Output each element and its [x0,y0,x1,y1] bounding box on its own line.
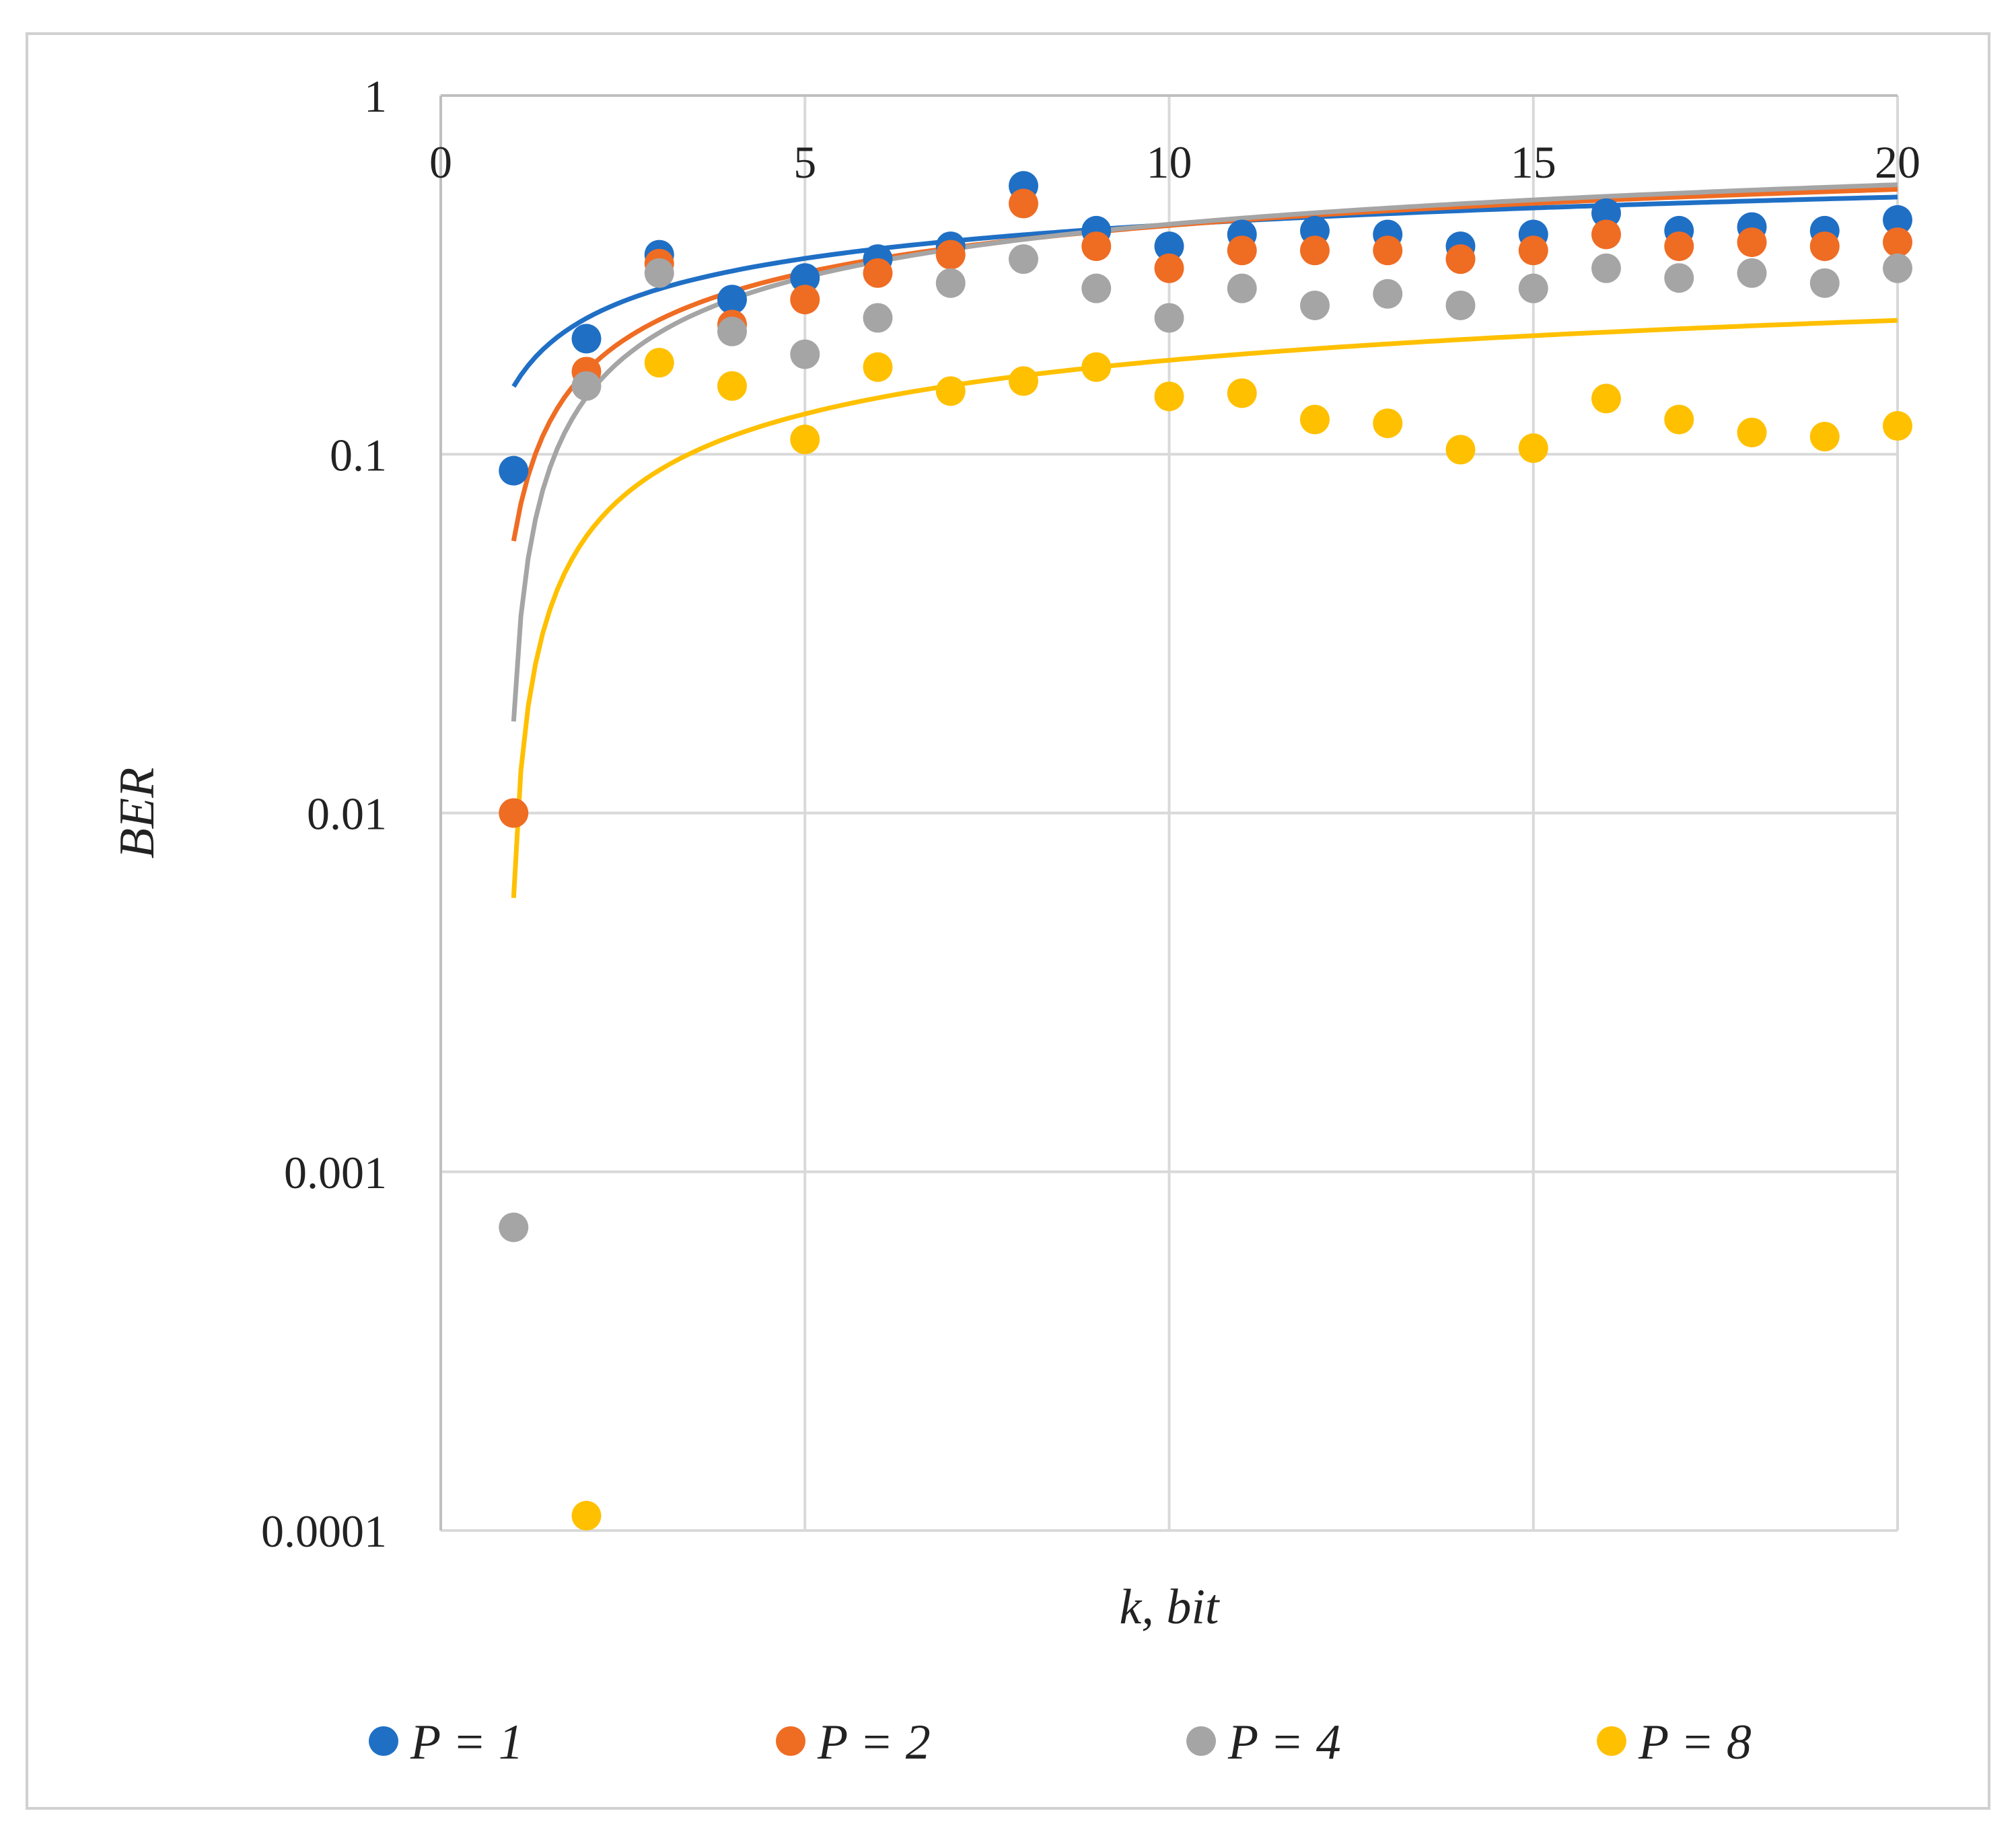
x-tick-label: 5 [793,137,816,188]
legend-marker-p2 [776,1726,805,1756]
trendline-p8 [511,318,1898,898]
data-point-p2 [1591,219,1621,250]
data-point-p8 [863,352,893,382]
data-point-p1 [717,285,747,315]
legend-label-p8: P = 8 [1638,1715,1752,1770]
data-point-p4 [1591,253,1621,283]
legend: P = 1 P = 2 P = 4 P = 8 [369,1715,1752,1770]
x-tick-label: 0 [429,137,452,188]
data-point-p4 [1809,268,1840,298]
data-point-p1 [1154,231,1184,262]
legend-marker-p4 [1186,1726,1216,1756]
data-point-p4 [1737,258,1767,288]
data-point-p2 [1445,244,1476,274]
data-point-p4 [1227,273,1257,303]
legend-marker-p8 [1597,1726,1626,1756]
y-tick-label: 0.0001 [261,1506,387,1557]
data-point-p2 [1809,231,1840,262]
data-point-p8 [1009,366,1038,396]
axis-layer [439,94,1898,1531]
data-point-p8 [1518,433,1548,464]
data-point-p4 [644,258,674,288]
data-point-p4 [571,371,602,401]
data-point-p8 [571,1500,602,1531]
data-point-p1 [499,455,529,486]
legend-label-p2: P = 2 [817,1715,931,1770]
data-point-p1 [790,263,820,293]
point-layer [499,171,1912,1531]
data-point-p2 [499,798,529,828]
data-point-p2 [935,240,966,270]
data-point-p4 [790,339,820,369]
data-point-p2 [1009,188,1038,219]
legend-label-p1: P = 1 [410,1715,524,1770]
data-point-p2 [1737,227,1767,258]
data-point-p2 [1373,235,1403,266]
x-tick-label: 20 [1875,137,1920,188]
data-point-p2 [790,285,820,315]
data-point-p2 [1154,253,1184,283]
y-tick-label: 0.001 [284,1147,387,1198]
data-point-p8 [1883,411,1912,441]
data-point-p4 [1445,290,1476,320]
label-layer: 0 5 10 15 20 1 0.1 0.01 0.001 0.0001 k, bit BER [110,71,1920,1635]
data-point-p4 [1373,279,1403,309]
data-point-p8 [644,348,674,378]
data-point-p2 [1300,235,1330,266]
data-point-p1 [1883,205,1912,235]
data-point-p2 [1883,227,1912,258]
data-point-p8 [1300,404,1330,435]
y-tick-label: 0.1 [330,429,387,480]
data-point-p1 [571,324,602,354]
legend-label-p4: P = 4 [1227,1715,1341,1770]
data-point-p2 [1227,235,1257,266]
data-point-p8 [790,425,820,455]
data-point-p8 [1081,352,1112,382]
data-point-p8 [717,371,747,401]
data-point-p4 [1081,273,1112,303]
data-point-p4 [717,316,747,346]
data-point-p8 [1154,381,1184,412]
x-axis-title: k, bit [1120,1580,1221,1635]
trendline-layer [511,182,1898,898]
data-point-p4 [935,268,966,298]
data-point-p8 [935,376,966,406]
legend-marker-p1 [369,1726,398,1756]
data-point-p4 [1883,253,1912,283]
data-point-p8 [1445,435,1476,465]
data-point-p8 [1809,422,1840,452]
data-point-p2 [863,258,893,288]
data-point-p4 [1009,244,1038,274]
data-point-p8 [1227,378,1257,408]
data-point-p2 [1518,235,1548,266]
y-tick-label: 1 [364,71,387,122]
data-point-p4 [499,1212,529,1243]
data-point-p8 [1373,408,1403,439]
data-point-p8 [1591,383,1621,414]
data-point-p1 [1591,198,1621,228]
data-point-p8 [1664,404,1694,435]
x-tick-label: 15 [1511,137,1556,188]
data-point-p2 [1081,231,1112,262]
data-point-p4 [1664,263,1694,293]
x-tick-label: 10 [1147,137,1192,188]
data-point-p8 [1737,417,1767,447]
data-point-p4 [1518,273,1548,303]
y-tick-label: 0.01 [307,788,387,840]
data-point-p4 [863,303,893,333]
data-point-p4 [1300,290,1330,320]
y-axis-title: BER [110,768,165,859]
data-point-p4 [1154,303,1184,333]
data-point-p2 [1664,231,1694,262]
